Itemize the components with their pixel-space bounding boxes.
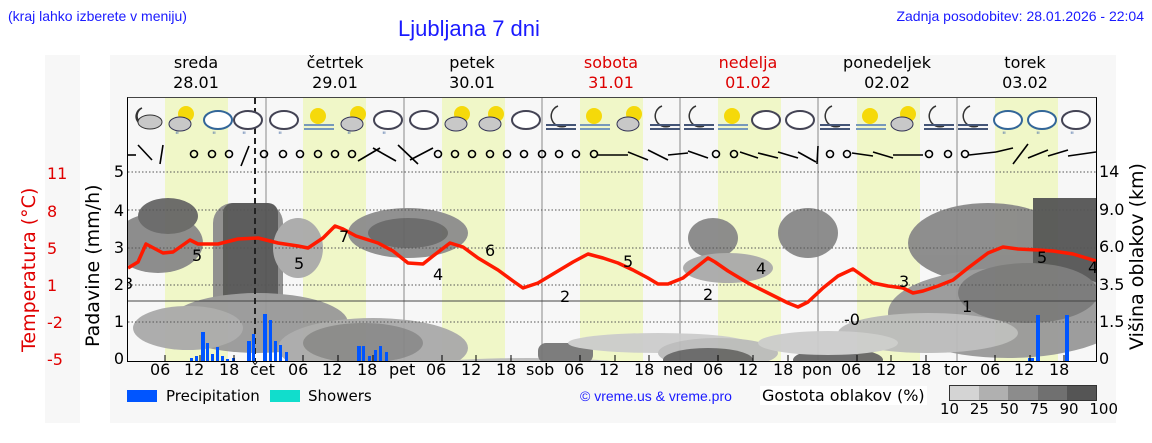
svg-text:1: 1	[962, 297, 972, 316]
svg-text:5: 5	[1037, 248, 1047, 267]
copyright-link[interactable]: © vreme.us & vreme.pro	[580, 388, 732, 404]
svg-text:5: 5	[192, 246, 202, 265]
day-header: sobota 31.01	[583, 53, 639, 92]
day-header: četrtek 29.01	[306, 53, 364, 92]
svg-text:5: 5	[623, 252, 633, 271]
svg-text:": "	[175, 131, 179, 141]
cloud-density-ticks: 10 25 50 75 90 100	[940, 400, 1119, 418]
svg-text:": "	[382, 131, 386, 141]
svg-text:5: 5	[294, 254, 304, 273]
svg-text:2: 2	[703, 285, 713, 304]
density-25-50	[979, 386, 1009, 400]
density-75-90	[1037, 386, 1067, 400]
showers-swatch	[270, 390, 300, 402]
svg-text:-0: -0	[844, 310, 860, 329]
svg-text:4: 4	[433, 265, 443, 284]
svg-text:4: 4	[756, 259, 766, 278]
svg-text:": "	[242, 131, 246, 141]
svg-text:": "	[1036, 131, 1040, 141]
day-header: petek 30.01	[449, 53, 495, 92]
day-header: sreda 28.01	[173, 53, 219, 92]
svg-text:": "	[1002, 131, 1006, 141]
svg-text:2: 2	[560, 287, 570, 306]
day-header: ponedeljek 02.02	[843, 53, 931, 92]
precipitation-axis-label: Padavine (mm/h)	[82, 184, 104, 347]
svg-text:": "	[347, 131, 351, 141]
forecast-plot: 3 5 5 7 4 6 2 5 2 4 -0 3 1 5 4 " " " " "…	[127, 97, 1097, 362]
svg-text:": "	[278, 131, 282, 141]
svg-text:": "	[1070, 131, 1074, 141]
cloud-height-axis-label: Višina oblakov (km)	[1126, 163, 1148, 350]
weather-icons-row: " " " " " " " " "	[135, 105, 1091, 141]
density-10-25	[950, 386, 980, 400]
day-header: nedelja 01.02	[718, 53, 778, 92]
svg-text:6: 6	[485, 241, 495, 260]
svg-text:3: 3	[128, 274, 133, 293]
showers-legend-label: Showers	[308, 387, 372, 405]
svg-text:4: 4	[1088, 258, 1096, 277]
page-title: Ljubljana 7 dni	[398, 16, 540, 41]
cloud-density-label: Gostota oblakov (%)	[760, 386, 927, 405]
precipitation-swatch	[127, 390, 157, 402]
day-header: torek 03.02	[1002, 53, 1048, 92]
svg-text:": "	[212, 131, 216, 141]
density-90-100	[1066, 386, 1097, 400]
precipitation-legend-label: Precipitation	[166, 387, 260, 405]
svg-text:3: 3	[899, 272, 909, 291]
temp-axis-panel	[45, 55, 80, 423]
temperature-axis-label: Temperatura (°C)	[18, 187, 40, 352]
cloud-density-scale	[949, 385, 1097, 401]
last-update: Zadnja posodobitev: 28.01.2026 - 22:04	[896, 8, 1144, 24]
svg-text:7: 7	[339, 227, 349, 246]
menu-hint-link[interactable]: (kraj lahko izberete v meniju)	[8, 8, 187, 24]
density-50-75	[1008, 386, 1038, 400]
